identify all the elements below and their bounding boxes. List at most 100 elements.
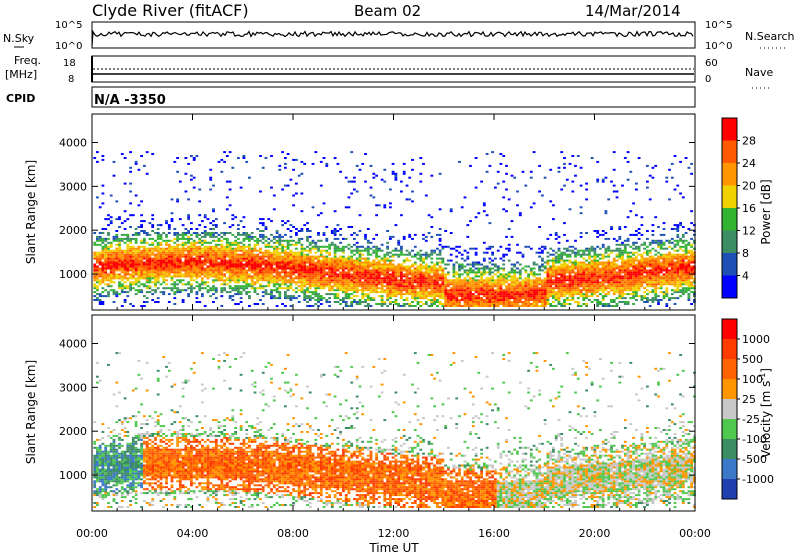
heatmap-cell — [309, 287, 312, 289]
heatmap-cell — [605, 248, 608, 250]
heatmap-cell — [273, 271, 276, 273]
heatmap-cell — [519, 289, 522, 291]
heatmap-cell — [475, 275, 478, 277]
heatmap-cell — [602, 271, 605, 273]
heatmap-cell — [126, 273, 129, 275]
heatmap-cell — [301, 287, 304, 289]
heatmap-cell — [538, 295, 541, 297]
heatmap-cell — [121, 283, 124, 285]
heatmap-cell — [154, 273, 157, 275]
heatmap-cell — [580, 293, 583, 295]
heatmap-cell — [173, 258, 176, 260]
heatmap-cell — [165, 244, 168, 246]
heatmap-cell — [397, 289, 400, 291]
heatmap-cell — [107, 250, 110, 252]
heatmap-cell — [455, 291, 458, 293]
heatmap-cell — [110, 260, 113, 262]
heatmap-cell — [146, 271, 149, 273]
heatmap-cell — [256, 254, 259, 256]
heatmap-cell — [223, 264, 226, 266]
heatmap-cell — [135, 250, 138, 252]
heatmap-cell — [149, 262, 152, 264]
heatmap-cell — [350, 252, 353, 254]
heatmap-cell — [179, 260, 182, 262]
heatmap-cell — [610, 301, 613, 303]
heatmap-cell — [243, 281, 246, 283]
heatmap-cell — [229, 275, 232, 277]
heatmap-cell — [218, 256, 221, 258]
heatmap-cell — [511, 303, 514, 305]
heatmap-cell — [361, 246, 364, 248]
heatmap-cell — [588, 256, 591, 258]
heatmap-cell — [483, 266, 486, 268]
heatmap-cell — [439, 269, 442, 271]
heatmap-cell — [126, 256, 129, 258]
heatmap-cell — [345, 289, 348, 291]
heatmap-cell — [209, 289, 212, 291]
heatmap-cell — [281, 244, 284, 246]
heatmap-cell — [223, 289, 226, 291]
heatmap-cell — [350, 250, 353, 252]
heatmap-cell — [312, 279, 315, 281]
heatmap-cell — [524, 285, 527, 287]
heatmap-cell — [536, 277, 539, 279]
heatmap-cell — [406, 185, 409, 187]
heatmap-cell — [278, 285, 281, 287]
heatmap-cell — [588, 254, 591, 256]
heatmap-cell — [345, 258, 348, 260]
heatmap-cell — [157, 264, 160, 266]
heatmap-cell — [115, 244, 118, 246]
heatmap-cell — [527, 293, 530, 295]
heatmap-cell — [417, 269, 420, 271]
heatmap-cell — [483, 305, 486, 307]
heatmap-cell — [212, 285, 215, 287]
heatmap-cell — [287, 275, 290, 277]
heatmap-cell — [500, 291, 503, 293]
heatmap-cell — [494, 187, 497, 189]
heatmap-cell — [328, 279, 331, 281]
heatmap-cell — [428, 268, 431, 270]
heatmap-cell — [243, 250, 246, 252]
heatmap-cell — [201, 248, 204, 250]
heatmap-cell — [466, 291, 469, 293]
heatmap-cell — [179, 256, 182, 258]
heatmap-cell — [381, 289, 384, 291]
heatmap-cell — [278, 256, 281, 258]
heatmap-cell — [96, 236, 99, 238]
heatmap-cell — [500, 301, 503, 303]
heatmap-cell — [256, 293, 259, 295]
heatmap-cell — [533, 271, 536, 273]
heatmap-cell — [372, 238, 375, 240]
heatmap-cell — [245, 269, 248, 271]
heatmap-cell — [173, 275, 176, 277]
heatmap-cell — [560, 293, 563, 295]
heatmap-cell — [173, 246, 176, 248]
heatmap-cell — [259, 273, 262, 275]
heatmap-cell — [350, 258, 353, 260]
heatmap-cell — [110, 222, 113, 224]
heatmap-cell — [168, 250, 171, 252]
heatmap-cell — [386, 281, 389, 283]
heatmap-cell — [378, 256, 381, 258]
heatmap-cell — [547, 299, 550, 301]
heatmap-cell — [613, 301, 616, 303]
heatmap-cell — [220, 268, 223, 270]
heatmap-cell — [107, 279, 110, 281]
heatmap-cell — [500, 283, 503, 285]
heatmap-cell — [143, 240, 146, 242]
heatmap-cell — [530, 297, 533, 299]
heatmap-cell — [256, 258, 259, 260]
heatmap-cell — [422, 273, 425, 275]
heatmap-cell — [256, 279, 259, 281]
heatmap-cell — [466, 258, 469, 260]
heatmap-cell — [251, 248, 254, 250]
heatmap-cell — [486, 283, 489, 285]
heatmap-cell — [196, 264, 199, 266]
heatmap-cell — [403, 281, 406, 283]
heatmap-cell — [594, 256, 597, 258]
heatmap-cell — [270, 291, 273, 293]
heatmap-cell — [129, 264, 132, 266]
heatmap-cell — [505, 279, 508, 281]
heatmap-cell — [295, 281, 298, 283]
heatmap-cell — [513, 271, 516, 273]
